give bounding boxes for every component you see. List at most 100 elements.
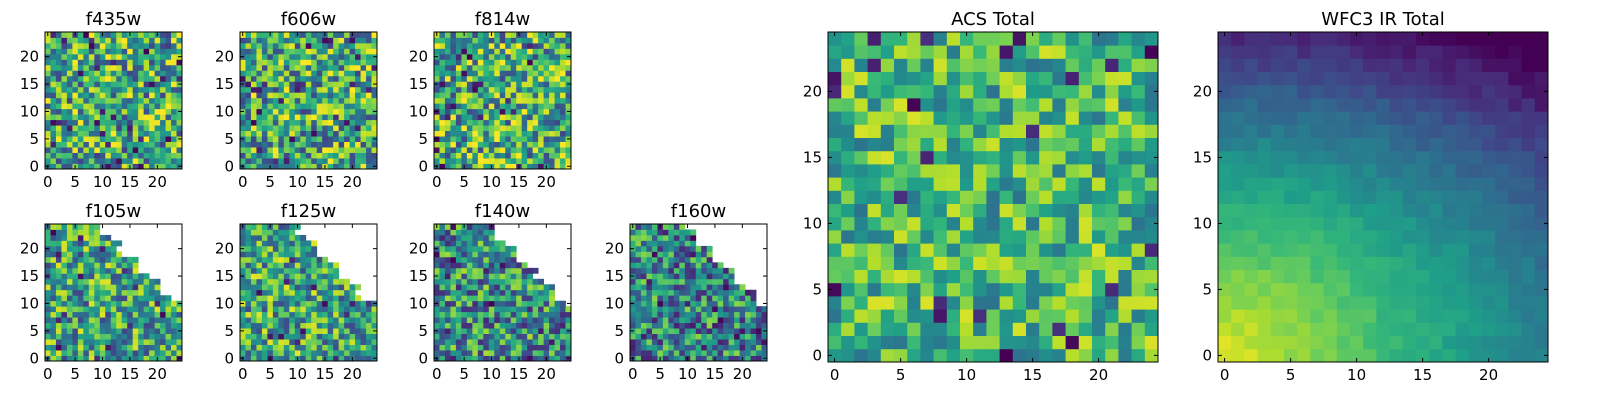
heatmap-cell <box>662 240 669 247</box>
heatmap-cell <box>349 81 356 88</box>
x-tick-label: 5 <box>70 173 80 191</box>
heatmap-cell <box>316 141 323 148</box>
heatmap-cell <box>165 103 172 110</box>
y-tick-label: 10 <box>803 214 822 232</box>
heatmap-cell <box>1231 335 1245 350</box>
heatmap-cell <box>50 311 57 318</box>
heatmap-cell <box>88 317 95 324</box>
axes-frame <box>827 31 1159 363</box>
heatmap-cell <box>1416 296 1430 310</box>
heatmap-cell <box>305 97 312 104</box>
heatmap-cell <box>920 150 934 165</box>
heatmap-cell <box>673 278 680 285</box>
heatmap-cell <box>50 108 57 115</box>
heatmap-cell <box>72 311 79 318</box>
heatmap-cell <box>466 267 473 274</box>
y-tick-label: 5 <box>224 130 234 148</box>
heatmap-cell <box>267 333 274 340</box>
heatmap-cell <box>933 98 948 112</box>
heatmap-cell <box>483 273 490 280</box>
heatmap-cell <box>521 333 528 340</box>
heatmap-cell <box>1257 348 1272 363</box>
heatmap-cell <box>267 344 274 351</box>
heatmap-cell <box>1105 322 1119 336</box>
heatmap-cell <box>1026 84 1040 99</box>
heatmap-cell <box>327 147 334 153</box>
heatmap-cell <box>483 136 490 142</box>
heatmap-cell <box>61 317 68 324</box>
heatmap-cell <box>521 295 528 302</box>
heatmap-cell <box>300 311 307 318</box>
heatmap-cell <box>701 322 708 329</box>
heatmap-cell <box>734 322 740 329</box>
heatmap-cell <box>149 350 155 356</box>
heatmap-cell <box>505 97 512 104</box>
heatmap-cell <box>1039 177 1053 191</box>
heatmap-cell <box>854 216 868 231</box>
heatmap-cell <box>338 53 345 60</box>
heatmap-cell <box>880 84 895 99</box>
heatmap-cell <box>300 147 307 153</box>
heatmap-cell <box>554 130 561 137</box>
heatmap-cell <box>105 136 112 142</box>
heatmap-cell <box>1052 58 1066 72</box>
heatmap-cell <box>50 262 57 269</box>
heatmap-cell <box>283 339 290 345</box>
heatmap-cell <box>662 350 669 356</box>
heatmap-cell <box>630 234 636 241</box>
heatmap-cell <box>880 243 895 257</box>
heatmap-cell <box>283 333 290 340</box>
heatmap-cell <box>701 333 708 340</box>
heatmap-cell <box>1026 309 1040 323</box>
heatmap-cell <box>1218 335 1232 350</box>
heatmap-cell <box>734 344 740 351</box>
heatmap-cell <box>867 256 882 270</box>
heatmap-cell <box>245 328 252 334</box>
heatmap-cell <box>127 108 134 115</box>
heatmap-cell <box>640 262 647 269</box>
heatmap-cell <box>83 141 90 148</box>
heatmap-cell <box>83 284 90 291</box>
heatmap-cell <box>472 75 479 82</box>
heatmap-cell <box>83 339 90 345</box>
heatmap-cell <box>1092 71 1106 86</box>
heatmap-cell <box>83 119 90 126</box>
heatmap-cell <box>532 278 539 285</box>
heatmap-cell <box>45 251 51 258</box>
heatmap-cell <box>116 136 123 142</box>
heatmap-cell <box>1105 164 1119 178</box>
heatmap-cell <box>278 42 285 49</box>
heatmap-cell <box>267 245 274 252</box>
heatmap-cell <box>527 355 534 362</box>
heatmap-cell <box>494 81 501 88</box>
heatmap-cell <box>322 48 329 55</box>
heatmap-cell <box>477 42 484 49</box>
heatmap-cell <box>1350 243 1364 257</box>
heatmap-cell <box>121 284 128 291</box>
heatmap-cell <box>450 317 457 324</box>
heatmap-cell <box>1508 256 1522 270</box>
heatmap-cell <box>1039 348 1053 363</box>
heatmap-cell <box>45 70 51 77</box>
heatmap-cell <box>99 284 106 291</box>
heatmap-cell <box>1026 348 1040 363</box>
heatmap-cell <box>267 234 274 241</box>
heatmap-cell <box>160 32 166 38</box>
heatmap-cell <box>333 59 340 66</box>
heatmap-cell <box>349 53 356 60</box>
heatmap-cell <box>127 350 134 356</box>
heatmap-cell <box>245 108 252 115</box>
heatmap-cell <box>88 48 95 55</box>
heatmap-cell <box>701 289 708 296</box>
heatmap-cell <box>488 322 495 329</box>
heatmap-cell <box>444 86 451 93</box>
heatmap-cell <box>338 86 345 93</box>
heatmap-cell <box>477 273 484 280</box>
heatmap-cell <box>160 119 166 126</box>
heatmap-cell <box>127 37 134 44</box>
heatmap-cell <box>127 322 134 329</box>
heatmap-cell <box>483 114 490 121</box>
heatmap-cell <box>828 322 842 336</box>
heatmap-cell <box>640 328 647 334</box>
heatmap-cell <box>701 262 708 269</box>
